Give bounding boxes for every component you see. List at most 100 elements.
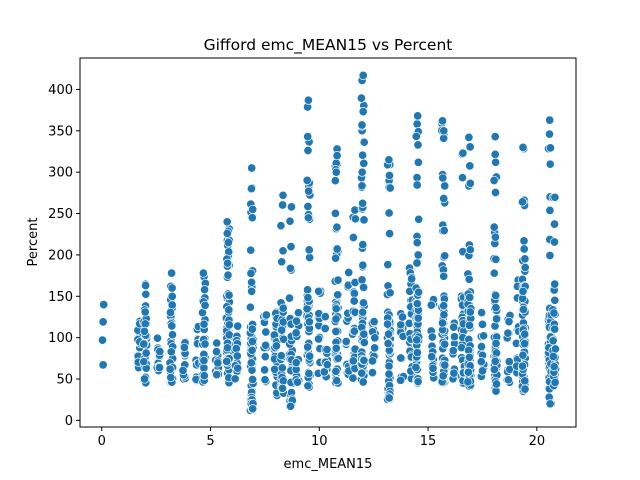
scatter-point xyxy=(167,291,177,301)
scatter-point xyxy=(383,338,393,349)
scatter-point xyxy=(449,368,459,378)
scatter-point xyxy=(261,340,271,350)
scatter-point xyxy=(490,149,500,159)
scatter-point xyxy=(413,377,423,387)
scatter-point xyxy=(519,236,529,246)
scatter-point xyxy=(167,321,177,331)
scatter-point xyxy=(341,336,351,347)
scatter-point xyxy=(359,337,369,348)
scatter-point xyxy=(141,289,151,299)
scatter-point xyxy=(349,288,359,299)
scatter-point xyxy=(247,336,257,347)
scatter-point xyxy=(277,383,288,393)
scatter-point xyxy=(140,307,150,317)
scatter-point xyxy=(358,307,368,317)
scatter-point xyxy=(246,245,256,255)
scatter-point xyxy=(98,360,108,370)
scatter-point xyxy=(260,365,270,375)
scatter-point xyxy=(465,161,475,171)
scatter-point xyxy=(476,357,486,367)
scatter-point xyxy=(491,338,501,348)
scatter-point xyxy=(465,307,475,317)
scatter-point xyxy=(492,314,502,324)
scatter-point xyxy=(303,201,313,212)
scatter-point xyxy=(358,107,368,117)
scatter-point xyxy=(384,369,394,379)
scatter-point xyxy=(545,143,555,153)
y-tick-label: 150 xyxy=(48,290,73,305)
scatter-point xyxy=(503,328,513,338)
scatter-point xyxy=(385,229,395,239)
scatter-point xyxy=(233,363,243,373)
scatter-point xyxy=(490,356,500,366)
scatter-point xyxy=(332,376,342,386)
scatter-point xyxy=(545,205,555,215)
scatter-point xyxy=(331,167,341,177)
scatter-point xyxy=(247,213,257,223)
scatter-point xyxy=(213,358,223,368)
scatter-point xyxy=(358,70,368,80)
y-tick-label: 250 xyxy=(48,207,73,222)
scatter-point xyxy=(397,312,408,322)
scatter-point xyxy=(465,178,475,188)
scatter-point xyxy=(464,274,474,284)
scatter-point xyxy=(414,214,424,224)
scatter-point xyxy=(304,368,314,379)
scatter-point xyxy=(367,368,378,378)
scatter-point xyxy=(167,268,177,278)
scatter-point xyxy=(356,93,366,103)
scatter-point xyxy=(331,343,341,353)
scatter-point xyxy=(412,258,422,268)
scatter-point xyxy=(245,302,255,312)
scatter-point xyxy=(284,293,295,303)
scatter-point xyxy=(385,288,395,298)
scatter-point xyxy=(222,217,232,227)
scatter-point xyxy=(155,346,165,357)
scatter-point xyxy=(489,222,499,232)
scatter-point xyxy=(437,116,448,126)
scatter-point xyxy=(331,366,341,376)
scatter-point xyxy=(427,332,437,342)
scatter-point xyxy=(358,260,368,270)
scatter-point xyxy=(276,351,286,361)
scatter-point xyxy=(439,225,449,236)
scatter-point xyxy=(477,366,488,376)
scatter-point xyxy=(359,137,369,147)
y-tick-label: 100 xyxy=(48,331,73,346)
scatter-point xyxy=(412,348,422,358)
scatter-point xyxy=(233,321,243,331)
plot-area-frame xyxy=(79,57,577,428)
scatter-point xyxy=(141,280,151,291)
scatter-point xyxy=(330,208,340,218)
scatter-point xyxy=(97,335,108,345)
scatter-point xyxy=(412,180,422,190)
scatter-point xyxy=(278,190,288,200)
scatter-point xyxy=(358,298,369,308)
scatter-point xyxy=(384,208,394,218)
scatter-point xyxy=(303,145,313,156)
chart-title: Gifford emc_MEAN15 vs Percent xyxy=(204,36,453,55)
scatter-point xyxy=(396,375,406,385)
scatter-point xyxy=(358,150,368,160)
scatter-point xyxy=(302,304,312,314)
scatter-point xyxy=(414,287,424,297)
scatter-point xyxy=(320,312,330,322)
scatter-point xyxy=(278,303,288,313)
scatter-point xyxy=(285,216,295,226)
scatter-point xyxy=(248,204,258,214)
scatter-point xyxy=(412,238,422,248)
scatter-point xyxy=(358,240,368,250)
scatter-point xyxy=(303,132,313,142)
scatter-point xyxy=(463,377,473,387)
scatter-point xyxy=(477,308,487,318)
scatter-point xyxy=(550,279,560,289)
scatter-point xyxy=(224,320,234,330)
scatter-point xyxy=(166,372,176,383)
scatter-point xyxy=(350,214,360,224)
scatter-point xyxy=(504,317,514,327)
scatter-point xyxy=(357,275,367,285)
scatter-point xyxy=(449,332,460,342)
scatter-point xyxy=(291,358,301,368)
